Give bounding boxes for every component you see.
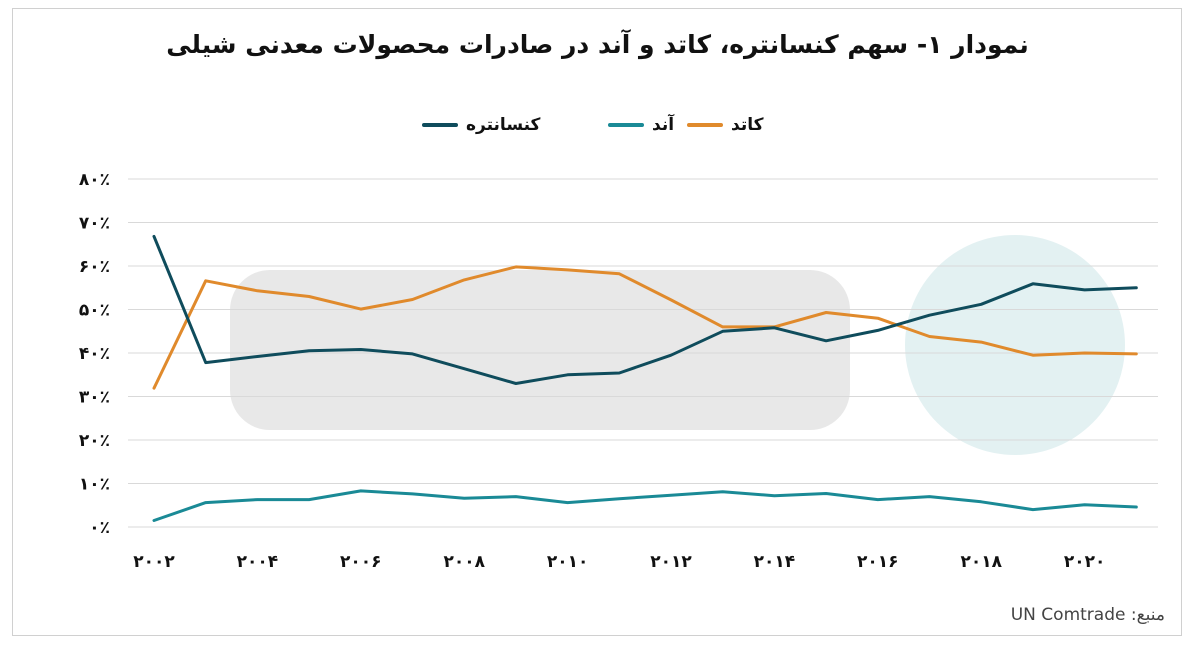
chart-frame: [12, 8, 1182, 636]
y-tick-label: ۲۰٪: [79, 431, 110, 451]
y-gridlines: [128, 178, 1158, 528]
series-line-1: [152, 489, 1138, 522]
legend-swatch-concentrate: [422, 123, 458, 127]
legend-swatch-cathode: [687, 123, 723, 127]
legend-label-anode: آند: [652, 115, 675, 135]
y-tick-label: ۷۰٪: [79, 214, 110, 234]
series-lines: [152, 234, 1138, 522]
y-tick-label: ۸۰٪: [79, 170, 110, 190]
x-tick-label: ۲۰۰۸: [443, 552, 485, 572]
x-tick-label: ۲۰۰۴: [237, 552, 279, 572]
series-line-2: [152, 265, 1138, 390]
legend-swatch-anode: [608, 123, 644, 127]
y-tick-label: ۰٪: [89, 518, 110, 538]
y-tick-label: ۶۰٪: [79, 257, 110, 277]
legend-item-anode: آند: [608, 110, 682, 140]
x-tick-label: ۲۰۱۸: [960, 552, 1002, 572]
x-tick-label: ۲۰۱۴: [754, 552, 796, 572]
x-tick-label: ۲۰۲۰: [1064, 552, 1106, 572]
y-tick-label: ۳۰٪: [79, 388, 110, 408]
x-tick-label: ۲۰۱۶: [857, 552, 899, 572]
chart-legend: کنسانتره آند کاتد: [0, 110, 1195, 140]
legend-label-cathode: کاتد: [731, 115, 764, 135]
source-note: منبع: UN Comtrade: [1010, 605, 1165, 625]
y-tick-label: ۱۰٪: [79, 475, 110, 495]
chart-title: نمودار ۱- سهم کنسانتره، کاتد و آند در صا…: [166, 30, 1029, 59]
x-tick-label: ۲۰۱۰: [547, 552, 589, 572]
x-tick-label: ۲۰۱۲: [650, 552, 692, 572]
legend-item-cathode: کاتد: [687, 110, 771, 140]
y-tick-label: ۴۰٪: [79, 344, 110, 364]
y-tick-label: ۵۰٪: [79, 301, 110, 321]
legend-label-concentrate: کنسانتره: [466, 115, 541, 135]
legend-item-concentrate: کنسانتره: [422, 110, 548, 140]
x-axis-tick-labels: ۲۰۰۲ ۲۰۰۴ ۲۰۰۶ ۲۰۰۸ ۲۰۱۰ ۲۰۱۲ ۲۰۱۴ ۲۰۱۶ ۲۰۱۸ ۲۰۲۰: [133, 552, 1105, 572]
y-axis-tick-labels: ۰٪ ۱۰٪ ۲۰٪ ۳۰٪ ۴۰٪ ۵۰٪ ۶۰٪ ۷۰٪ ۸۰٪: [79, 170, 110, 538]
x-tick-label: ۲۰۰۶: [340, 552, 382, 572]
series-line-0: [152, 234, 1138, 385]
x-tick-label: ۲۰۰۲: [133, 552, 175, 572]
